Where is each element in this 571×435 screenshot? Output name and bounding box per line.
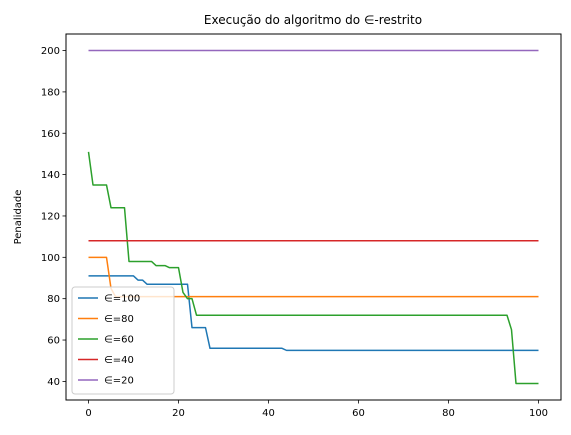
series-line-2 [87, 151, 539, 385]
y-tick-label: 40 [47, 377, 60, 388]
plot-frame [65, 33, 562, 401]
x-tick-label: 100 [529, 408, 548, 419]
y-tick-label: 80 [47, 294, 60, 305]
y-tick-label: 200 [41, 46, 60, 57]
legend-label-0: ∈=100 [104, 294, 140, 305]
x-tick-label: 20 [172, 408, 185, 419]
legend-label-3: ∈=40 [104, 355, 134, 366]
y-axis-title: Penalidade [13, 190, 24, 245]
series-line-0 [88, 275, 539, 352]
y-tick-label: 60 [47, 336, 60, 347]
legend: ∈=100 ∈=80 ∈=60 ∈=40 ∈=20 [71, 286, 175, 395]
legend-label-4: ∈=20 [104, 376, 134, 387]
legend-label-2: ∈=60 [104, 335, 134, 346]
y-tick-label: 140 [41, 170, 60, 181]
x-tick-label: 0 [85, 408, 91, 419]
chart-title: Execução do algoritmo do ∈-restrito [204, 13, 422, 27]
x-axis-ticks: 0 20 40 60 80 100 [85, 400, 548, 419]
y-tick-label: 180 [41, 87, 60, 98]
y-axis-ticks: 40 60 80 100 120 140 160 180 200 [41, 46, 66, 388]
y-tick-label: 100 [41, 253, 60, 264]
legend-frame [71, 286, 175, 395]
x-tick-label: 60 [352, 408, 365, 419]
legend-label-1: ∈=80 [104, 314, 134, 325]
x-tick-label: 80 [442, 408, 455, 419]
x-tick-label: 40 [262, 408, 275, 419]
series-layer [87, 49, 539, 385]
y-tick-label: 160 [41, 129, 60, 140]
y-tick-label: 120 [41, 211, 60, 222]
